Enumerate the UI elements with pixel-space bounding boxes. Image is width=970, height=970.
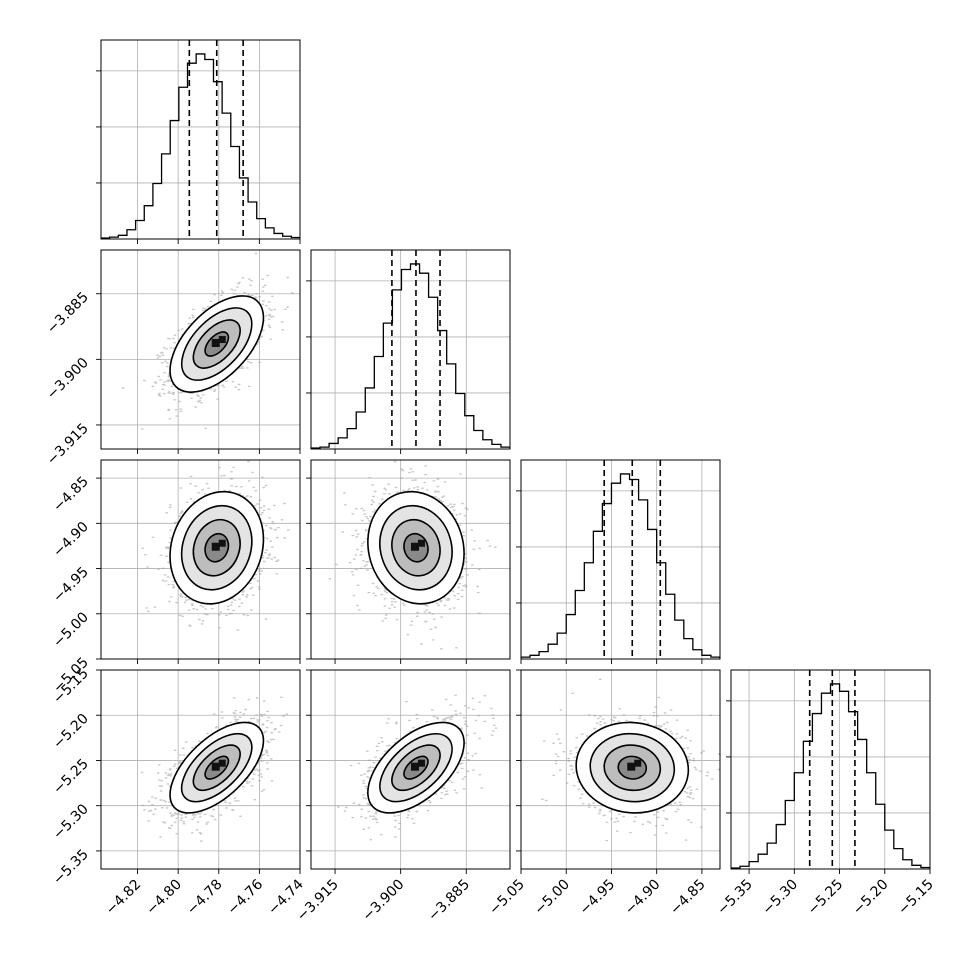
scatter-panel: −5.05−5.00−4.95−4.90−4.85 (50, 459, 301, 696)
histogram-step (311, 263, 510, 449)
scatter-panel: −3.915−3.900−3.885 (294, 669, 511, 925)
x-tick-label: −3.900 (360, 877, 408, 925)
density-contour (204, 331, 230, 357)
panel-frame (100, 39, 301, 240)
scatter-panel (306, 459, 511, 664)
density-contour (180, 504, 253, 591)
density-contour (192, 518, 241, 577)
density-peak (218, 539, 226, 547)
x-tick-label: −4.80 (143, 877, 185, 919)
scatter-panel: −5.05−5.00−4.95−4.90−4.85 (486, 669, 721, 919)
x-tick-label: −4.85 (667, 877, 709, 919)
density-contour (367, 490, 465, 605)
x-tick-label: −3.885 (425, 877, 473, 925)
density-contour (192, 744, 241, 792)
density-contour (169, 721, 265, 814)
scatter-layer (336, 694, 498, 841)
density-contour (192, 319, 241, 369)
scatter-layer (541, 678, 720, 842)
histogram-panel (306, 249, 511, 454)
panel-frame (520, 669, 721, 870)
scatter-panel: −5.35−5.30−5.25−5.20−5.15−4.82−4.80−4.78… (50, 666, 307, 919)
scatter-layer (141, 460, 290, 631)
density-contour (575, 721, 690, 814)
panel-frame (730, 669, 931, 870)
histogram-panel: −5.35 −5.30 −5.25 −5.20 −5.15 (714, 669, 937, 919)
density-peak (211, 762, 220, 771)
density-contour (617, 755, 648, 780)
y-tick-label: −5.20 (50, 711, 92, 753)
y-tick-label: −3.900 (44, 355, 92, 403)
density-contour (603, 744, 662, 792)
density-contour (391, 744, 441, 792)
x-tick-label: −5.35 (714, 877, 756, 919)
scatter-layer (328, 460, 497, 650)
density-contour (403, 532, 429, 563)
y-tick-label: −4.90 (50, 519, 92, 561)
panel-frame (100, 249, 301, 450)
x-tick-label: −5.00 (531, 877, 573, 919)
density-peak (211, 542, 220, 551)
density-peak (410, 762, 419, 771)
scatter-layer (140, 696, 289, 842)
x-tick-label: −4.90 (622, 877, 664, 919)
y-tick-label: −5.35 (50, 846, 92, 888)
density-contour (180, 732, 253, 803)
density-contour (379, 504, 453, 591)
scatter-panel: −3.915 −3.900 −3.885 (44, 249, 301, 468)
density-peak (410, 542, 419, 551)
histogram-panel (96, 39, 301, 244)
panel-frame (310, 459, 511, 660)
panel-frame (100, 669, 301, 870)
panel-frame (310, 669, 511, 870)
y-tick-label: −3.915 (44, 420, 92, 468)
density-peak (417, 759, 425, 767)
histogram-panel (516, 459, 721, 664)
density-peak (218, 759, 226, 767)
x-tick-label: −5.05 (486, 877, 528, 919)
x-tick-label: −5.20 (850, 877, 892, 919)
density-contour (204, 532, 230, 563)
scatter-layer (121, 252, 294, 449)
y-tick-label: −4.95 (50, 564, 92, 606)
density-contour (180, 307, 253, 381)
histogram-step (521, 473, 720, 659)
x-tick-label: −4.76 (225, 876, 267, 918)
x-tick-label: −4.95 (577, 877, 619, 919)
x-tick-label: −4.78 (184, 877, 226, 919)
density-peak (211, 339, 220, 348)
density-peak (417, 539, 425, 547)
panel-frame (520, 459, 721, 660)
density-contour (169, 490, 265, 605)
x-tick-label: −4.82 (103, 877, 145, 919)
histogram-step (731, 683, 930, 869)
density-peak (627, 762, 636, 771)
density-contour (204, 755, 230, 780)
y-tick-label: −5.25 (50, 756, 92, 798)
y-tick-label: −5.30 (50, 801, 92, 843)
density-peak (218, 336, 226, 344)
x-tick-label: −5.25 (805, 877, 847, 919)
density-contour (367, 721, 465, 814)
density-contour (379, 732, 453, 803)
density-peak (634, 759, 642, 767)
panel-frame (100, 459, 301, 660)
density-contour (403, 755, 429, 780)
y-tick-label: −4.85 (50, 474, 92, 516)
x-tick-label: −5.30 (759, 877, 801, 919)
density-contour (169, 295, 265, 393)
y-tick-label: −3.885 (44, 289, 92, 337)
density-contour (391, 518, 441, 577)
panel-frame (310, 249, 511, 450)
x-tick-label: −5.15 (895, 877, 937, 919)
histogram-step (101, 53, 300, 239)
density-contour (589, 732, 676, 803)
y-tick-label: −5.00 (50, 609, 92, 651)
